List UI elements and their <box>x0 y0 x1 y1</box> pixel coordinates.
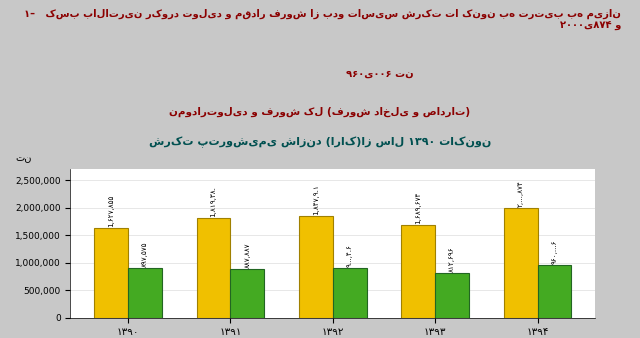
Text: ۸۹۷,۵۷۵: ۸۹۷,۵۷۵ <box>142 242 148 267</box>
Text: 1,۸۴۷,۹.۱: 1,۸۴۷,۹.۱ <box>313 184 319 215</box>
Text: نمودارتولید و فروش کل (فروش داخلی و صادرات): نمودارتولید و فروش کل (فروش داخلی و صادر… <box>170 106 470 117</box>
Text: 1,۸۱۹,۳۸.: 1,۸۱۹,۳۸. <box>211 186 216 217</box>
Bar <box>299 216 333 318</box>
Text: ۱–   کسب بالاترین رکورد تولید و مقدار فروش از بدو تاسیس شرکت تا کنون به ترتیب به: ۱– کسب بالاترین رکورد تولید و مقدار فروش… <box>24 9 621 31</box>
Bar <box>94 228 128 318</box>
Text: 1,۶۲۷,۸۵۵: 1,۶۲۷,۸۵۵ <box>108 195 114 227</box>
Bar <box>333 268 367 318</box>
Bar <box>504 208 538 318</box>
Text: ۸۸۷,۸۸۷: ۸۸۷,۸۸۷ <box>244 242 250 268</box>
Text: ۲,...,۸۷۴: ۲,...,۸۷۴ <box>518 180 524 207</box>
Text: شرکت پتروشیمی شازند (اراک)از سال ۱۳۹۰ تاکنون: شرکت پتروشیمی شازند (اراک)از سال ۱۳۹۰ تا… <box>149 137 491 148</box>
Text: 1,۶۸۹,۶۷۴: 1,۶۸۹,۶۷۴ <box>415 191 421 224</box>
Text: ۹۶۰ی۰۰۶ تن: ۹۶۰ی۰۰۶ تن <box>346 68 414 78</box>
Bar <box>196 218 230 318</box>
Bar <box>230 269 264 318</box>
Text: ۸۱۲,۶۹۶: ۸۱۲,۶۹۶ <box>449 246 455 272</box>
Text: تن: تن <box>15 153 32 163</box>
Bar <box>128 268 162 318</box>
Bar <box>538 265 572 318</box>
Text: ۹...,۴.۶: ۹...,۴.۶ <box>347 244 353 267</box>
Text: ۹۶۰,...۶: ۹۶۰,...۶ <box>552 239 557 264</box>
Bar <box>435 273 469 318</box>
Bar <box>401 225 435 318</box>
